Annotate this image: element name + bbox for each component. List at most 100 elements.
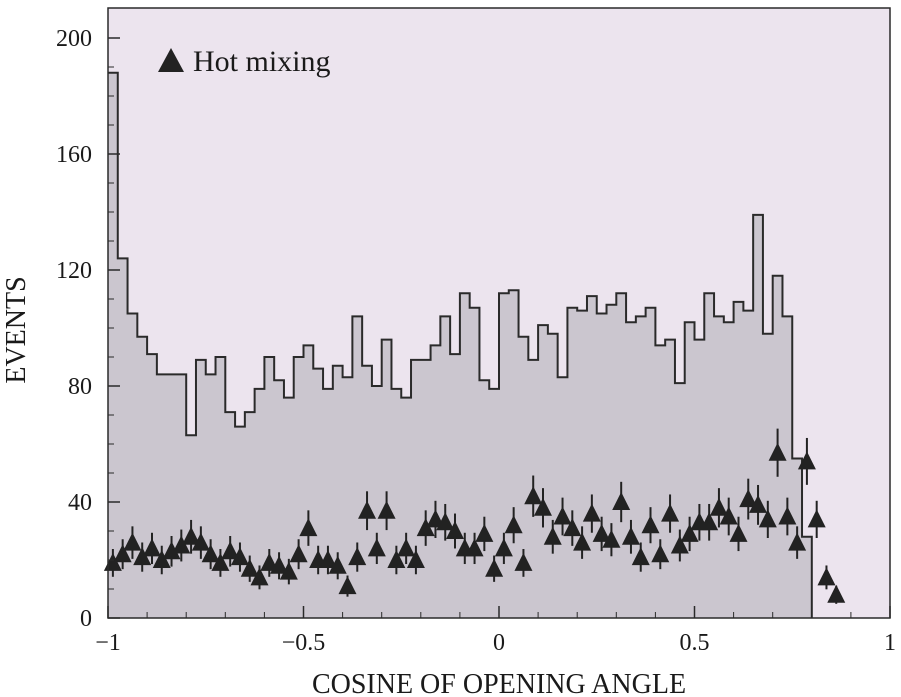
marker-triangle [152,550,171,568]
marker-triangle [270,555,289,574]
marker-point [758,500,777,539]
x-axis: −1 −0.5 0 0.5 1 [95,606,896,656]
marker-triangle [328,555,347,574]
marker-point [270,552,289,580]
marker-triangle [739,489,758,508]
marker-triangle [250,567,269,586]
marker-triangle [446,521,465,539]
histogram-outline [108,71,813,618]
marker-triangle [133,547,152,566]
y-tick-label: 0 [80,606,92,632]
y-tick-label: 40 [68,490,92,516]
marker-point [612,481,631,523]
marker-triangle [338,576,357,595]
marker-triangle [494,538,513,557]
marker-triangle [612,492,631,510]
x-tick-label: 0.5 [680,630,710,656]
marker-triangle [162,541,181,560]
marker-point [328,552,347,580]
marker-triangle [514,552,533,571]
marker-point [788,526,807,559]
marker-point [817,565,836,590]
marker-point [543,519,562,554]
marker-point [240,555,259,582]
legend-label: Hot mixing [193,45,331,78]
marker-triangle [201,544,220,563]
marker-triangle [680,523,699,542]
marker-triangle [211,552,230,571]
marker-point [631,542,650,572]
marker-triangle [230,547,249,566]
marker-point [749,484,768,525]
y-tick-label: 80 [68,374,92,400]
marker-point [191,526,210,559]
y-axis-title: EVENTS [1,276,32,383]
marker-point [152,545,171,575]
marker-point [709,488,728,528]
marker-point [446,513,465,549]
marker-triangle [289,544,308,563]
marker-triangle [358,500,377,519]
marker-point [230,542,249,572]
marker-point [221,536,240,567]
legend: Hot mixing [158,45,331,78]
x-tick-label: −0.5 [282,630,326,656]
marker-triangle [788,532,807,551]
marker-triangle [749,494,768,513]
marker-triangle [318,550,337,568]
marker-triangle [729,523,748,542]
marker-point [377,491,396,531]
x-axis-title: COSINE OF OPENING ANGLE [312,669,686,697]
marker-triangle [592,523,611,542]
y-tick-label: 160 [56,142,92,168]
marker-triangle [817,567,836,586]
marker-point [358,491,377,531]
marker-point [768,428,787,477]
marker-point [494,532,513,565]
marker-point [563,510,582,546]
marker-point [651,539,670,570]
hot-mixing-markers [103,428,846,604]
marker-triangle [387,550,406,568]
marker-triangle [602,529,621,548]
marker-triangle [641,515,660,534]
marker-point [338,575,357,597]
marker-triangle [533,497,552,516]
marker-point [162,536,181,567]
marker-point [778,497,797,536]
marker-point [533,488,552,528]
marker-triangle [768,442,787,461]
marker-point [582,494,601,533]
marker-triangle [758,509,777,528]
marker-point [172,529,191,562]
marker-triangle [191,532,210,551]
marker-point [397,532,416,565]
marker-triangle [172,535,191,554]
marker-triangle [621,526,640,545]
marker-triangle [436,512,455,531]
marker-triangle [543,526,562,545]
marker-point [279,558,298,585]
marker-triangle [123,532,142,551]
marker-point [700,503,719,541]
marker-point [514,548,533,577]
marker-point [387,545,406,575]
marker-point [797,437,816,485]
marker-triangle [416,518,435,537]
marker-triangle [563,518,582,537]
marker-triangle [778,506,797,525]
marker-point [524,475,543,517]
marker-point [592,516,611,552]
marker-triangle [406,550,425,568]
marker-triangle [670,535,689,554]
marker-triangle [719,506,738,525]
marker-triangle [367,538,386,557]
marker-triangle [807,509,826,528]
marker-triangle [279,561,298,580]
marker-point [553,497,572,536]
marker-triangle [661,503,680,522]
marker-triangle [221,541,240,560]
marker-point [113,539,132,570]
marker-point [739,478,758,520]
